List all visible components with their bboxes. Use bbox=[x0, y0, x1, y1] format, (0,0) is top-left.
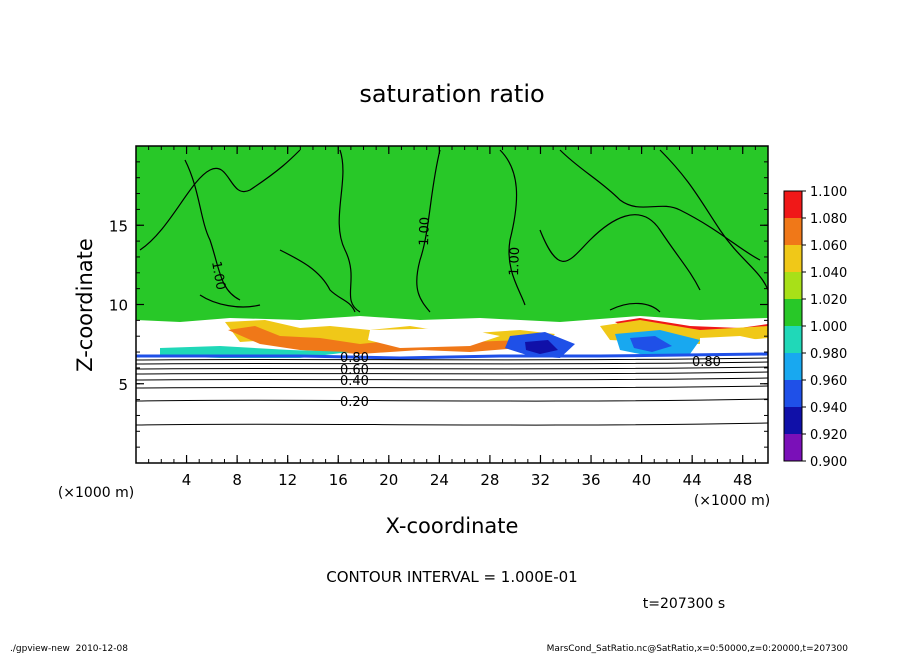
contour-interval-note: CONTOUR INTERVAL = 1.000E-01 bbox=[326, 568, 577, 586]
colorbar-swatch bbox=[784, 272, 802, 299]
transition-band-hot bbox=[228, 326, 545, 354]
colorbar-swatch bbox=[784, 245, 802, 272]
colorbar-swatch bbox=[784, 299, 802, 326]
colorbar-label: 1.040 bbox=[810, 266, 847, 281]
colorbar-label: 1.000 bbox=[810, 320, 847, 335]
x-axis-unit: (×1000 m) bbox=[694, 493, 770, 509]
y-tick-label: 15 bbox=[109, 217, 128, 235]
dry-lens-center bbox=[368, 328, 500, 348]
boundary-layer-edge bbox=[136, 352, 769, 360]
x-tick-label: 48 bbox=[733, 471, 752, 489]
upper-contours bbox=[139, 149, 769, 313]
footer-right: MarsCond_SatRatio.nc@SatRatio,x=0:50000,… bbox=[547, 644, 849, 654]
x-tick-label: 8 bbox=[232, 471, 242, 489]
y-axis-unit: (×1000 m) bbox=[58, 485, 134, 501]
dry-lens-right bbox=[700, 336, 768, 354]
colorbar-label: 0.920 bbox=[810, 428, 847, 443]
colorbar-label: 0.940 bbox=[810, 401, 847, 416]
colorbar: 0.900 0.920 0.940 0.960 0.980 1.000 1.020 1.040… bbox=[783, 185, 847, 470]
x-tick-label: 16 bbox=[329, 471, 348, 489]
contour-label: 1.00 bbox=[507, 247, 523, 276]
colorbar-label: 1.020 bbox=[810, 293, 847, 308]
colorbar-label: 0.960 bbox=[810, 374, 847, 389]
colorbar-swatch bbox=[784, 353, 802, 380]
subsaturated-core-mid bbox=[525, 340, 558, 354]
contour-label: 0.80 bbox=[340, 351, 369, 366]
colorbar-swatch bbox=[784, 191, 802, 218]
lower-contours bbox=[135, 357, 769, 426]
colorbar-label: 1.100 bbox=[810, 185, 847, 200]
y-axis-label: Z-coordinate bbox=[73, 238, 97, 372]
x-tick-label: 28 bbox=[480, 471, 499, 489]
x-tick-label: 44 bbox=[683, 471, 702, 489]
subsaturated-core-right bbox=[630, 336, 672, 352]
x-tick-label: 20 bbox=[379, 471, 398, 489]
x-axis-ticks: 4 8 12 16 20 24 28 32 36 40 44 48 bbox=[148, 146, 756, 489]
x-tick-label: 36 bbox=[581, 471, 600, 489]
contour-label: 0.20 bbox=[340, 395, 369, 410]
contour-label: 0.60 bbox=[340, 363, 369, 378]
colorbar-swatch bbox=[784, 407, 802, 434]
contour-label: 0.40 bbox=[340, 374, 369, 389]
x-tick-label: 24 bbox=[430, 471, 449, 489]
y-tick-label: 10 bbox=[109, 297, 128, 315]
x-tick-label: 4 bbox=[182, 471, 192, 489]
contour-label: 1.00 bbox=[208, 260, 228, 291]
colorbar-swatch bbox=[784, 434, 802, 461]
chart-title: saturation ratio bbox=[359, 80, 544, 108]
x-axis-label: X-coordinate bbox=[386, 514, 519, 538]
contour-label: 1.00 bbox=[417, 217, 433, 246]
colorbar-swatch bbox=[784, 218, 802, 245]
colorbar-label: 1.080 bbox=[810, 212, 847, 227]
x-tick-label: 32 bbox=[531, 471, 550, 489]
time-stamp: t=207300 s bbox=[643, 596, 725, 612]
x-tick-label: 40 bbox=[632, 471, 651, 489]
colorbar-swatch bbox=[784, 326, 802, 353]
colorbar-label: 0.900 bbox=[810, 455, 847, 470]
colorbar-label: 0.980 bbox=[810, 347, 847, 362]
footer-left: ./gpview-new 2010-12-08 bbox=[10, 644, 128, 654]
upper-field-region bbox=[136, 146, 768, 322]
y-tick-label: 5 bbox=[118, 376, 128, 394]
contour-label: 0.80 bbox=[692, 355, 721, 370]
y-axis-ticks: 5 10 15 bbox=[109, 161, 768, 448]
colorbar-label: 1.060 bbox=[810, 239, 847, 254]
x-tick-label: 12 bbox=[278, 471, 297, 489]
colorbar-swatch bbox=[784, 380, 802, 407]
plot-area: 1.00 1.00 1.00 0.80 0.80 0.60 0.40 0.20 bbox=[135, 145, 769, 464]
dry-lens-left bbox=[140, 322, 230, 346]
